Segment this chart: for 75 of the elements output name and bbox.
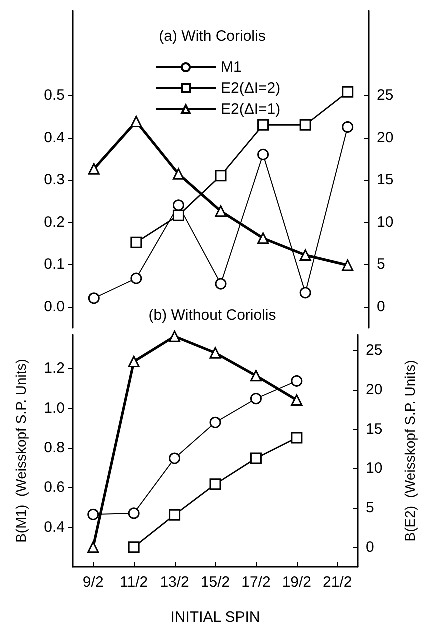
y-tick-label: 0.2 — [44, 214, 65, 231]
point — [215, 206, 227, 218]
point — [172, 168, 184, 180]
y2-tick-label: 10 — [377, 214, 394, 231]
point — [300, 287, 312, 299]
point — [88, 163, 100, 175]
point — [258, 119, 270, 131]
y-tick-label: 1.0 — [44, 400, 65, 417]
point — [215, 278, 227, 290]
y2-tick-label: 20 — [377, 129, 394, 146]
y2-tick-label: 25 — [377, 87, 394, 104]
y2-tick-label: 25 — [366, 342, 383, 360]
point — [210, 416, 222, 428]
x-tick-label: 15/2 — [200, 574, 230, 591]
point — [250, 452, 262, 464]
point — [130, 116, 142, 128]
point — [88, 292, 100, 304]
point — [342, 86, 354, 98]
x-tick-label: 21/2 — [323, 574, 352, 591]
point — [172, 200, 184, 212]
point — [130, 272, 142, 284]
y2-tick-label: 0 — [377, 298, 386, 316]
y2-axis-title: B(E2) (Weisskopf S.P. Units) — [402, 360, 418, 542]
point — [342, 121, 354, 133]
legend-label: M1 — [221, 59, 242, 76]
point — [88, 542, 100, 554]
legend-label: E2(ΔI=2) — [221, 80, 281, 97]
point — [128, 356, 140, 368]
text: (a) With Coriolis — [159, 28, 266, 45]
y2-tick-label: 20 — [366, 382, 383, 399]
point — [258, 148, 270, 160]
point — [291, 432, 303, 444]
point — [291, 375, 303, 387]
point — [169, 330, 181, 342]
y-tick-label: 0.4 — [44, 518, 65, 536]
y-tick-label: 0.4 — [44, 129, 65, 146]
point — [172, 210, 184, 222]
y-axis-title: B(M1) (Weisskopf S.P. Units) — [13, 359, 29, 543]
y-tick-label: 0.6 — [44, 479, 65, 496]
y2-tick-label: 0 — [366, 538, 374, 556]
y-tick-label: 0.5 — [44, 87, 65, 104]
y-tick-label: 0.0 — [44, 298, 65, 316]
point — [250, 370, 262, 382]
y-tick-label: 0.1 — [44, 256, 65, 274]
point — [291, 394, 303, 406]
y2-tick-label: 15 — [377, 172, 394, 189]
point — [130, 236, 142, 248]
y2-tick-label: 5 — [366, 500, 374, 517]
point — [300, 119, 312, 131]
y2-tick-label: 10 — [366, 460, 383, 478]
y2-tick-label: 15 — [366, 420, 383, 438]
chart-title: (b) Without Coriolis — [148, 307, 276, 324]
x-tick-label: 11/2 — [120, 574, 148, 591]
point — [342, 260, 354, 272]
point — [169, 452, 181, 464]
point — [169, 509, 181, 521]
point — [210, 478, 222, 490]
x-axis-title: INITIAL SPIN — [170, 609, 260, 626]
point — [258, 232, 270, 244]
point — [128, 508, 140, 520]
x-tick-label: 17/2 — [242, 574, 271, 591]
y-tick-label: 0.3 — [44, 172, 65, 189]
y-tick-label: 0.8 — [44, 440, 65, 457]
x-tick-label: 13/2 — [160, 574, 190, 591]
legend-label: E2(ΔI=1) — [221, 101, 281, 118]
point — [88, 508, 100, 520]
point — [210, 347, 222, 359]
point — [300, 250, 312, 262]
point — [128, 542, 140, 554]
x-tick-label: 19/2 — [282, 574, 312, 591]
point — [250, 393, 262, 405]
y-tick-label: 1.2 — [44, 360, 65, 378]
point — [215, 170, 227, 182]
x-tick-label: 9/2 — [82, 574, 104, 591]
y2-tick-label: 5 — [377, 256, 386, 274]
